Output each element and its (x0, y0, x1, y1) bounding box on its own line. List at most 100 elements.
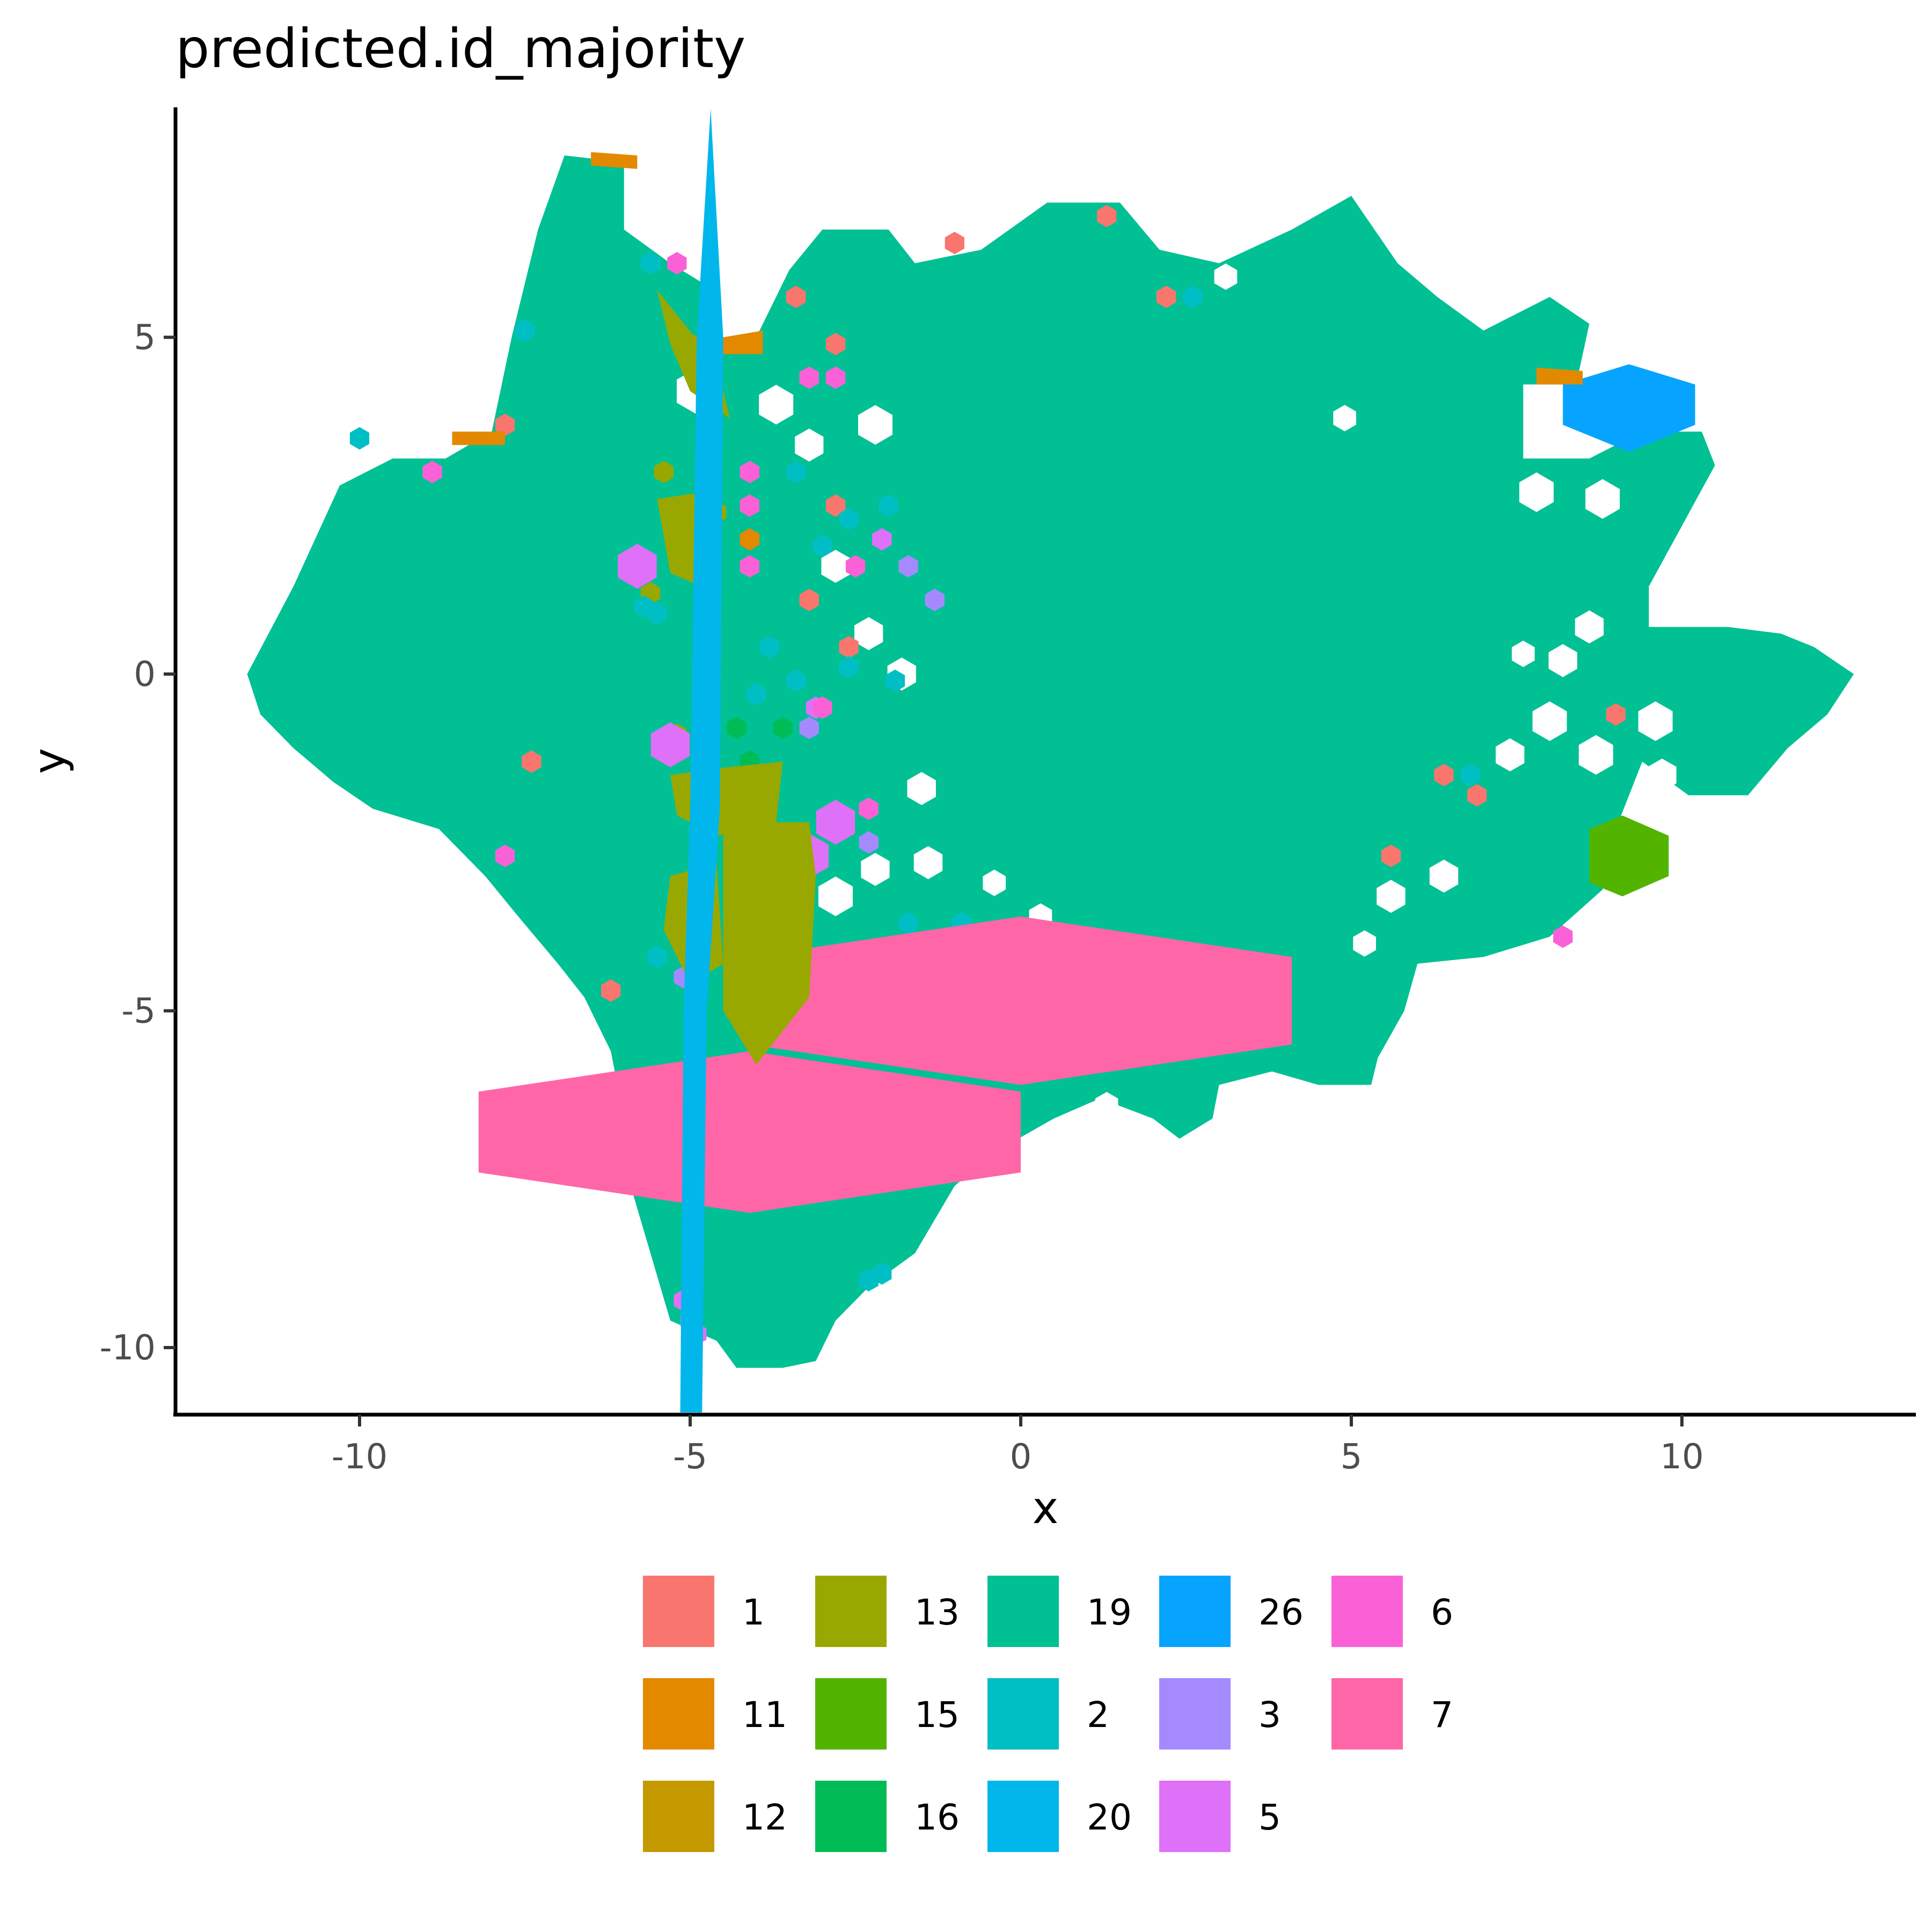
legend-label: 11 (742, 1694, 787, 1736)
legend-item-19: 19 (987, 1576, 1132, 1647)
empty-hex (1638, 701, 1673, 741)
legend-label: 13 (914, 1592, 960, 1633)
hex-class-1 (601, 979, 621, 1002)
empty-hex (1095, 1092, 1118, 1118)
x-tick-label: -10 (332, 1437, 388, 1477)
hex-class-6 (740, 494, 759, 517)
x-tick-label: 10 (1660, 1437, 1703, 1477)
legend-item-2: 2 (987, 1678, 1109, 1750)
hex-class-5 (650, 722, 690, 767)
empty-hex (861, 853, 890, 886)
region-class-26 (1563, 364, 1695, 452)
legend-swatch (643, 1576, 714, 1647)
empty-hex (907, 772, 936, 806)
empty-hex (818, 876, 853, 917)
cloud-region-class-19 (247, 155, 1854, 1368)
x-tick-label: -5 (673, 1437, 707, 1477)
region-class-15 (1589, 815, 1669, 897)
empty-hex (759, 385, 794, 425)
legend-swatch (987, 1678, 1059, 1750)
hex-class-2 (839, 656, 859, 679)
hex-class-2 (747, 683, 766, 706)
hex-class-1 (1381, 844, 1401, 867)
hex-class-6 (740, 460, 759, 484)
legend-swatch (1159, 1678, 1231, 1750)
empty-hex (1575, 610, 1604, 643)
hex-class-1 (1434, 764, 1454, 787)
x-tick-label: 5 (1341, 1437, 1363, 1477)
hex-class-2 (839, 508, 859, 531)
legend-item-26: 26 (1159, 1576, 1304, 1647)
hex-class-2 (759, 635, 779, 658)
legend-swatch (1331, 1678, 1403, 1750)
hex-class-1 (1097, 204, 1117, 228)
region-class-11 (452, 431, 505, 445)
hex-class-1 (839, 635, 859, 658)
hex-class-6 (667, 252, 687, 275)
hex-class-1 (825, 333, 846, 355)
empty-hex (1353, 930, 1376, 957)
legend-label: 1 (742, 1592, 765, 1633)
legend-item-12: 12 (643, 1781, 787, 1852)
legend-item-1: 1 (643, 1576, 765, 1647)
y-tick-label: -5 (121, 992, 156, 1031)
hex-class-2 (879, 494, 898, 517)
empty-hex (858, 405, 892, 445)
legend-swatch (1159, 1576, 1231, 1647)
region-class-7 (749, 916, 1292, 1085)
y-ticks: -10 -5 0 5 (99, 318, 175, 1368)
hex-class-6 (740, 555, 759, 578)
hex-class-2 (898, 912, 918, 935)
hex-class-6 (1553, 925, 1573, 948)
hex-class-2 (515, 319, 535, 342)
region-class-13 (723, 822, 816, 1065)
legend-swatch (1331, 1576, 1403, 1647)
hex-class-1 (1606, 703, 1626, 726)
legend-label: 20 (1087, 1797, 1132, 1838)
plot-panel (247, 108, 1854, 1413)
region-class-11 (591, 152, 638, 169)
region-class-20 (680, 108, 723, 1413)
hex-class-6 (859, 797, 879, 820)
empty-hex (795, 428, 824, 462)
hex-class-1 (1156, 286, 1176, 309)
hex-class-13 (654, 460, 674, 484)
hex-class-2 (647, 946, 667, 968)
hex-class-2 (859, 1269, 879, 1292)
y-tick-label: -10 (99, 1328, 156, 1368)
legend-label: 12 (742, 1797, 787, 1838)
legend-item-6: 6 (1331, 1576, 1453, 1647)
legend-label: 7 (1431, 1694, 1453, 1736)
empty-hex (1519, 472, 1554, 513)
hex-class-2 (349, 427, 370, 450)
x-axis-label: x (1033, 1483, 1059, 1534)
hex-class-1 (522, 750, 541, 773)
legend-swatch (987, 1576, 1059, 1647)
hex-class-2 (885, 669, 905, 692)
empty-hex (1648, 758, 1677, 792)
legend-item-15: 15 (815, 1678, 960, 1750)
empty-hex (983, 869, 1006, 896)
hex-class-3 (799, 716, 819, 740)
legend-item-16: 16 (815, 1781, 960, 1852)
chart-title: predicted.id_majority (175, 17, 745, 80)
empty-hex (1585, 479, 1620, 519)
hex-class-6 (825, 366, 846, 389)
legend-label: 2 (1087, 1694, 1109, 1736)
legend-swatch (643, 1678, 714, 1750)
empty-hex (1214, 263, 1238, 290)
hex-class-1 (786, 286, 806, 309)
hex-class-16 (773, 716, 793, 740)
hex-class-2 (1460, 764, 1480, 787)
hex-class-1 (495, 413, 515, 436)
empty-hex (1532, 701, 1567, 741)
empty-hex (854, 617, 883, 650)
empty-hex (1512, 640, 1535, 667)
hex-class-2 (640, 252, 661, 275)
y-axis-label: y (24, 748, 75, 774)
empty-hex (1578, 735, 1613, 775)
legend-item-13: 13 (815, 1576, 960, 1647)
hex-class-2 (786, 460, 806, 484)
